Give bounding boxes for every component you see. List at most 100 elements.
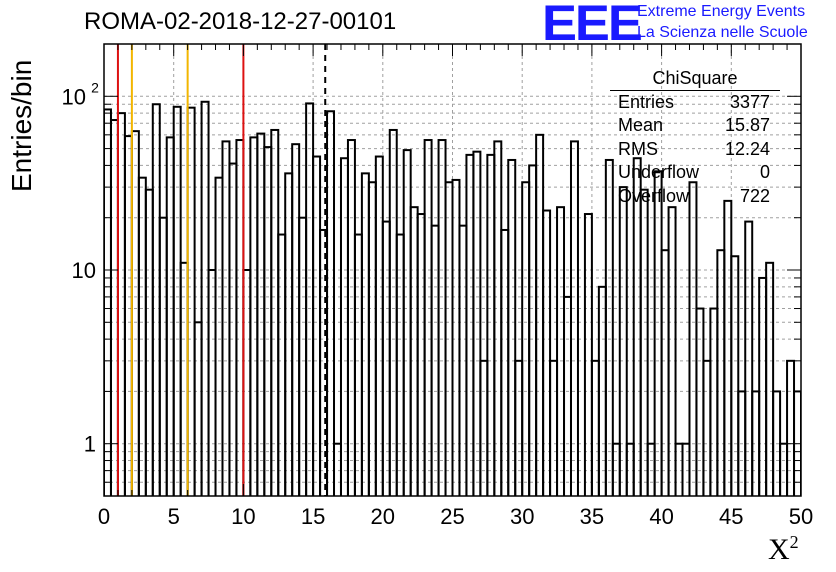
histogram-bar	[528, 164, 538, 496]
histogram-bar	[437, 139, 447, 496]
histogram-bar	[667, 206, 677, 496]
histogram-bar	[367, 181, 377, 496]
stats-value: 12.24	[724, 138, 770, 159]
stats-row-overflow: Overflow 722	[610, 185, 780, 208]
histogram-bar	[270, 128, 280, 496]
histogram-bar	[779, 442, 789, 496]
histogram-bar	[144, 188, 154, 496]
histogram-bar	[625, 442, 635, 496]
histogram-bar	[486, 153, 496, 496]
histogram-bar	[374, 155, 384, 496]
histogram-bar	[388, 128, 398, 496]
histogram-bar	[653, 170, 663, 496]
histogram-bar	[765, 261, 775, 496]
x-axis-superscript: 2	[789, 532, 799, 552]
histogram-bar	[423, 139, 433, 496]
x-tick-label: 0	[98, 504, 110, 529]
histogram-bar	[660, 249, 670, 496]
run-title: ROMA-02-2018-12-27-00101	[84, 8, 397, 35]
x-axis-symbol: X	[768, 533, 790, 566]
histogram-bar	[744, 220, 754, 496]
histogram-bar	[165, 136, 175, 496]
histogram-bar-group	[104, 100, 829, 536]
histogram-bar	[695, 307, 705, 496]
y-axis-title: Entries/bin	[6, 59, 37, 192]
brand-tagline-1: Extreme Energy Events	[637, 3, 806, 20]
histogram-bar	[611, 442, 621, 496]
histogram-bar	[298, 216, 308, 496]
histogram-bar	[632, 157, 642, 496]
histogram-bar	[822, 361, 829, 536]
stats-label: Overflow	[618, 185, 690, 206]
eee-logo: EEE	[542, 0, 643, 51]
y-tick-label-exponent: 2	[91, 79, 99, 95]
histogram-bar	[151, 103, 161, 496]
histogram-bar	[521, 181, 531, 496]
histogram-bar	[123, 135, 133, 496]
histogram-bar	[507, 158, 517, 496]
histogram-bar	[172, 105, 182, 496]
histogram-bar	[604, 158, 614, 496]
histogram-bar	[235, 139, 245, 496]
histogram-bar	[193, 321, 203, 496]
histogram-bar	[284, 172, 294, 496]
histogram-bar	[535, 133, 545, 496]
histogram-bar	[702, 359, 712, 496]
stats-row-entries: Entries 3377	[610, 91, 780, 114]
histogram-bar	[179, 261, 189, 496]
stats-value: 15.87	[724, 115, 770, 136]
histogram-bar	[333, 442, 342, 496]
x-tick-label: 40	[649, 504, 673, 529]
histogram-bar	[312, 155, 322, 496]
stats-label: Mean	[618, 115, 664, 136]
histogram-bar	[751, 390, 761, 496]
x-tick-label: 10	[231, 504, 255, 529]
histogram-bar	[158, 216, 168, 496]
brand-tagline-2: La Scienza nelle Scuole	[637, 24, 808, 41]
histogram-bar	[479, 359, 489, 496]
histogram-bar	[618, 186, 628, 496]
histogram-bar	[256, 132, 266, 496]
histogram-bar	[249, 136, 259, 496]
x-tick-label: 20	[371, 504, 395, 529]
histogram-bar	[381, 220, 391, 496]
stats-box: ChiSquare Entries 3377 Mean 15.87 RMS 12…	[610, 66, 780, 208]
y-tick-label: 10	[72, 258, 96, 283]
histogram-bar	[681, 442, 691, 496]
histogram-bar	[542, 209, 552, 496]
stats-label: RMS	[618, 138, 658, 159]
x-tick-label: 25	[440, 504, 464, 529]
histogram-bar	[416, 213, 426, 496]
x-tick-label: 35	[580, 504, 604, 529]
histogram-bar	[353, 233, 363, 496]
histogram-bar	[339, 157, 349, 496]
y-tick-label: 10	[62, 84, 86, 109]
histogram-bar	[430, 224, 440, 496]
histogram-bar	[346, 139, 356, 496]
x-tick-label: 15	[301, 504, 325, 529]
stats-title: ChiSquare	[610, 66, 780, 91]
histogram-bar	[444, 181, 454, 496]
histogram-bar	[716, 249, 726, 496]
y-tick-label: 1	[84, 432, 96, 457]
histogram-bar	[263, 146, 273, 496]
stats-value: 722	[739, 185, 770, 206]
histogram-bar	[772, 390, 782, 496]
histogram-bar	[500, 228, 510, 496]
histogram-bar	[758, 276, 768, 496]
histogram-bar	[688, 181, 698, 496]
stats-value: 0	[759, 162, 770, 183]
stats-row-rms: RMS 12.24	[610, 138, 780, 161]
histogram-bar	[277, 233, 287, 496]
histogram-bar	[109, 119, 119, 496]
histogram-bar	[815, 361, 822, 536]
stats-label: Entries	[618, 92, 675, 112]
histogram-bar	[723, 199, 733, 496]
histogram-bar	[472, 150, 482, 496]
stats-row-mean: Mean 15.87	[610, 114, 780, 137]
histogram-bar	[556, 206, 566, 496]
x-tick-label: 45	[719, 504, 743, 529]
histogram-bar	[549, 359, 559, 496]
histogram-bar	[360, 172, 370, 496]
